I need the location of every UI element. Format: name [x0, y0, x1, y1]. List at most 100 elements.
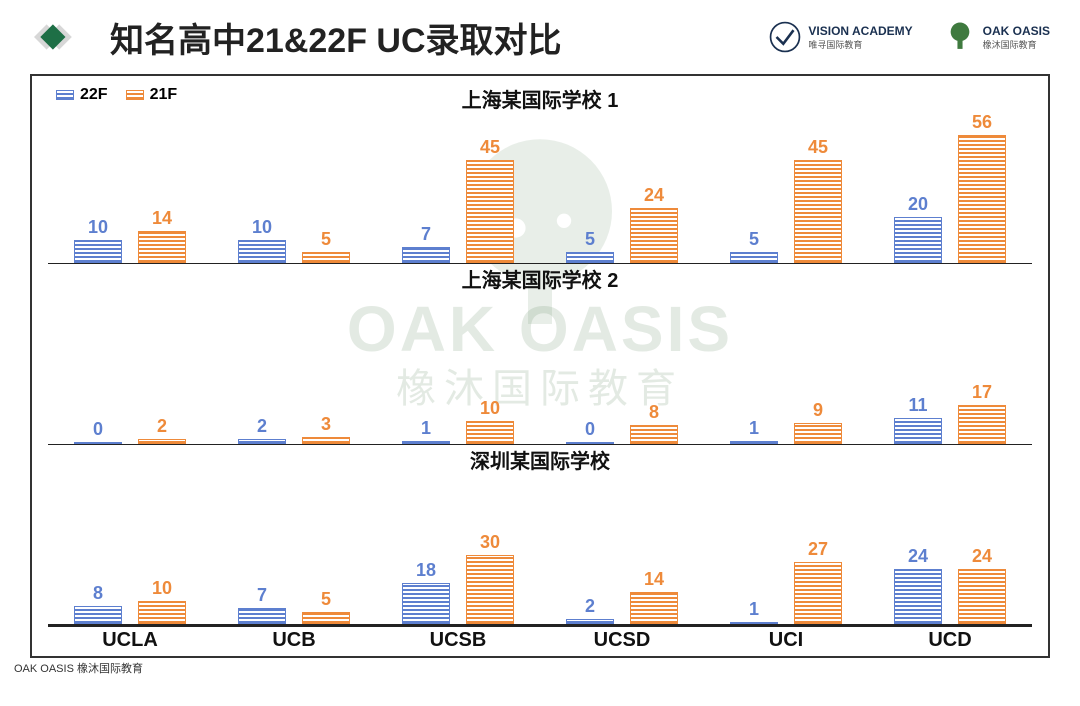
- bar-groups: 10141057455245452056: [48, 110, 1032, 263]
- bar-value-label: 10: [252, 217, 272, 238]
- bar-value-label: 8: [93, 583, 103, 604]
- chart-panel: 上海某国际学校 2022311008191117: [48, 264, 1032, 444]
- bar-wrap: 10: [237, 110, 287, 263]
- bar-value-label: 7: [421, 224, 431, 245]
- bar: [958, 135, 1006, 264]
- bar-wrap: 56: [957, 110, 1007, 263]
- oak-logo-icon: [943, 20, 977, 54]
- bar-value-label: 20: [908, 194, 928, 215]
- bar: [730, 622, 778, 624]
- bar-value-label: 30: [480, 532, 500, 553]
- bar-value-label: 27: [808, 539, 828, 560]
- bar-wrap: 8: [629, 290, 679, 443]
- bar-group: 1830: [376, 471, 540, 624]
- bar-value-label: 11: [908, 395, 927, 416]
- bar: [402, 583, 450, 624]
- bar: [566, 619, 614, 624]
- bar-wrap: 10: [73, 110, 123, 263]
- bar-wrap: 14: [137, 110, 187, 263]
- bar-value-label: 2: [157, 416, 167, 437]
- bar-value-label: 5: [321, 229, 331, 250]
- bar-group: 1 10: [376, 290, 540, 443]
- bar-wrap: 0: [565, 290, 615, 443]
- bar-wrap: 7: [237, 471, 287, 624]
- bar-value-label: 1: [749, 418, 759, 439]
- bar-wrap: 45: [465, 110, 515, 263]
- bar-wrap: 14: [629, 471, 679, 624]
- bar: [794, 160, 842, 264]
- bar: [894, 418, 942, 443]
- bar-group: 5 45: [704, 110, 868, 263]
- bar: [958, 569, 1006, 624]
- bar: [958, 405, 1006, 444]
- bar-group: 75: [212, 471, 376, 624]
- x-axis-label: UCSD: [540, 629, 704, 652]
- bar-wrap: 5: [301, 110, 351, 263]
- bar-value-label: 10: [480, 398, 500, 419]
- bar: [566, 252, 614, 264]
- bar-group: 2056: [868, 110, 1032, 263]
- bar-value-label: 5: [321, 589, 331, 610]
- bar-wrap: 5: [729, 110, 779, 263]
- bar: [138, 601, 186, 624]
- bar-value-label: 45: [480, 137, 500, 158]
- bar-wrap: 2: [237, 290, 287, 443]
- bar-value-label: 24: [644, 185, 664, 206]
- bar-group: 08: [540, 290, 704, 443]
- bar-value-label: 14: [152, 208, 172, 229]
- bar-group: 214: [540, 471, 704, 624]
- bar: [402, 441, 450, 443]
- bar: [138, 439, 186, 444]
- bar-value-label: 17: [972, 382, 992, 403]
- bar: [630, 592, 678, 624]
- bar-value-label: 0: [585, 419, 595, 440]
- footer-text: OAK OASIS 橡沐国际教育: [14, 660, 143, 676]
- bar-wrap: 1: [401, 290, 451, 443]
- bar: [302, 437, 350, 444]
- brand-vision-main: VISION ACADEMY: [808, 24, 912, 38]
- bar-value-label: 5: [585, 229, 595, 250]
- bar-wrap: 24: [957, 471, 1007, 624]
- bar-wrap: 7: [401, 110, 451, 263]
- bar-value-label: 10: [88, 217, 108, 238]
- bar-value-label: 10: [152, 578, 172, 599]
- bar-wrap: 45: [793, 110, 843, 263]
- bar: [238, 439, 286, 444]
- page-title: 知名高中21&22F UC录取对比: [110, 13, 738, 62]
- bar-value-label: 5: [749, 229, 759, 250]
- bar-value-label: 1: [421, 418, 431, 439]
- bar-value-label: 24: [972, 546, 992, 567]
- bar-group: 24 24: [868, 471, 1032, 624]
- bar-wrap: 5: [565, 110, 615, 263]
- bar: [566, 442, 614, 444]
- x-axis-label: UCI: [704, 629, 868, 652]
- bar-value-label: 0: [93, 419, 103, 440]
- bar-wrap: 1: [729, 290, 779, 443]
- x-axis-label: UCSB: [376, 629, 540, 652]
- bar: [74, 442, 122, 444]
- bar-value-label: 24: [908, 546, 928, 567]
- bar: [730, 252, 778, 264]
- bar: [466, 555, 514, 624]
- header: 知名高中21&22F UC录取对比 VISION ACADEMY 唯寻国际教育 …: [0, 0, 1080, 70]
- bar-value-label: 3: [321, 414, 331, 435]
- bar: [138, 231, 186, 263]
- bar: [894, 217, 942, 263]
- bar-wrap: 2: [137, 290, 187, 443]
- bar-group: 23: [212, 290, 376, 443]
- bar-wrap: 17: [957, 290, 1007, 443]
- panel-title: 上海某国际学校 2: [48, 264, 1032, 293]
- vision-logo-icon: [768, 20, 802, 54]
- bar-wrap: 10: [137, 471, 187, 624]
- bar-group: 5 24: [540, 110, 704, 263]
- bar: [630, 425, 678, 443]
- bar-wrap: 24: [629, 110, 679, 263]
- bar-value-label: 8: [649, 402, 659, 423]
- bar-wrap: 9: [793, 290, 843, 443]
- bar-wrap: 8: [73, 471, 123, 624]
- bar-wrap: 24: [893, 471, 943, 624]
- bar: [466, 421, 514, 444]
- bar: [238, 608, 286, 624]
- bar-value-label: 1: [749, 599, 759, 620]
- bar: [74, 606, 122, 624]
